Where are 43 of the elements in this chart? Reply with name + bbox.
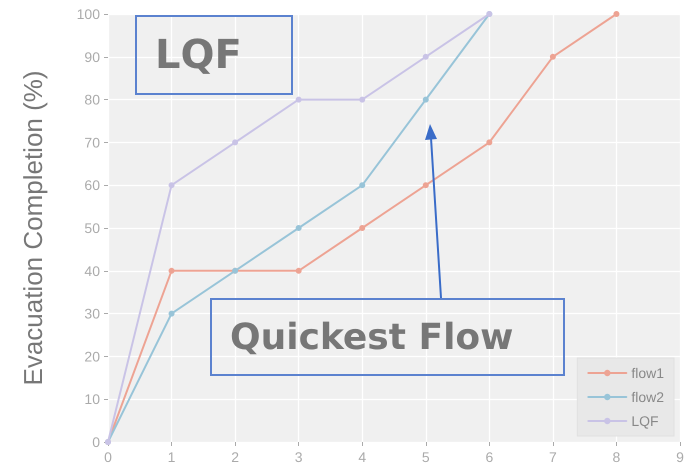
- x-tick-label: 9: [676, 449, 684, 465]
- point: [359, 96, 366, 103]
- y-tick-label: 70: [84, 134, 100, 150]
- y-tick-label: 100: [76, 6, 100, 22]
- y-tick-label: 50: [84, 220, 100, 236]
- point: [422, 96, 429, 103]
- x-tick-label: 1: [168, 449, 176, 465]
- point: [168, 182, 175, 188]
- point: [613, 11, 620, 17]
- y-tick-label: 0: [92, 434, 100, 450]
- y-axis-title: Evacuation Completion (%): [18, 70, 48, 386]
- point: [296, 96, 302, 103]
- point: [168, 268, 175, 274]
- annotation: Quickest Flow: [230, 316, 514, 358]
- point: [296, 268, 302, 274]
- y-tick-label: 10: [84, 391, 100, 408]
- y-tick-label: 80: [84, 92, 100, 108]
- point: [422, 54, 429, 60]
- y-tick-label: 20: [84, 348, 100, 364]
- x-tick-label: 0: [104, 449, 112, 465]
- point: [422, 182, 429, 188]
- y-tick-label: 40: [84, 262, 100, 279]
- x-tick-label: 6: [485, 449, 494, 465]
- point: [296, 225, 302, 231]
- point: [550, 54, 556, 60]
- legend-label: flow2: [631, 389, 664, 405]
- point: [359, 225, 366, 231]
- x-tick-label: 8: [612, 449, 621, 465]
- x-tick-label: 3: [294, 449, 303, 465]
- x-tick-label: 7: [548, 449, 557, 465]
- point: [359, 182, 366, 188]
- legend-label: LQF: [631, 413, 659, 429]
- x-tick-label: 2: [231, 449, 240, 465]
- legend-label: flow1: [631, 365, 664, 381]
- x-tick-label: 5: [422, 449, 430, 465]
- point: [168, 310, 175, 317]
- point: [486, 139, 492, 146]
- y-tick-label: 30: [84, 306, 100, 322]
- point: [232, 139, 238, 146]
- x-tick-label: 4: [358, 449, 366, 465]
- y-tick-label: 60: [84, 177, 100, 194]
- annotation: LQF: [155, 32, 242, 78]
- y-tick-label: 90: [84, 48, 100, 65]
